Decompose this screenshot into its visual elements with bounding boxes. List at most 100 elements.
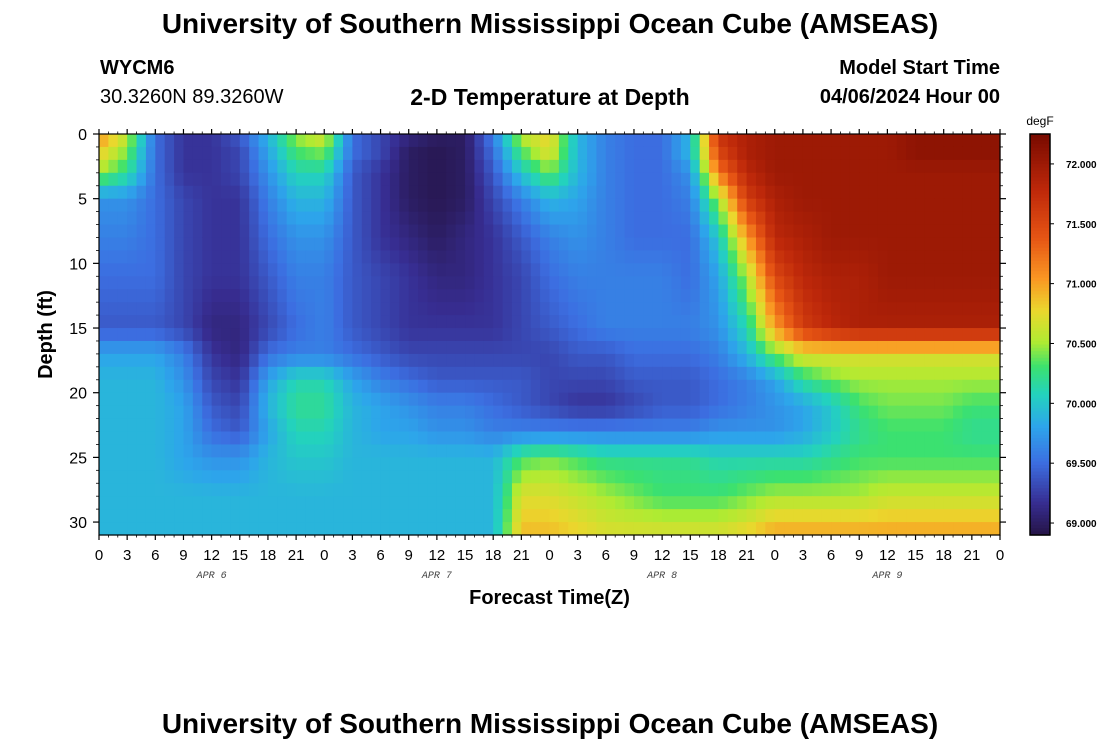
heatmap-cell [859,353,870,368]
heatmap-cell [605,496,616,510]
heatmap-cell [962,392,973,407]
heatmap-cell [596,185,607,200]
heatmap-cell [784,353,795,368]
heatmap-cell [530,198,541,213]
heatmap-cell [718,509,729,523]
heatmap-cell [408,366,419,381]
heatmap-cell [380,250,391,264]
heatmap-cell [718,224,729,239]
heatmap-cell [446,470,457,484]
heatmap-cell [389,159,400,174]
heatmap-cell [671,418,682,433]
heatmap-cell [455,444,466,458]
heatmap-cell [511,444,522,458]
heatmap-cell [643,483,654,497]
heatmap-cell [352,224,363,239]
heatmap-cell [784,159,795,174]
heatmap-cell [727,496,738,510]
heatmap-cell [202,431,213,446]
heatmap-cell [230,185,241,200]
heatmap-cell [577,457,588,471]
heatmap-cell [493,237,504,252]
heatmap-cell [915,263,926,277]
heatmap-cell [924,289,935,303]
heatmap-cell [746,289,757,303]
heatmap-cell [305,392,316,407]
heatmap-cell [605,172,616,187]
heatmap-cell [408,522,419,536]
heatmap-cell [577,302,588,316]
heatmap-cell [831,483,842,497]
heatmap-cell [174,250,185,264]
heatmap-cell [174,418,185,433]
heatmap-cell [831,418,842,433]
heatmap-cell [812,431,823,446]
heatmap-cell [136,405,147,420]
heatmap-cell [831,211,842,226]
heatmap-cell [145,340,156,355]
heatmap-cell [727,392,738,407]
heatmap-cell [521,340,532,355]
heatmap-cell [530,366,541,381]
heatmap-cell [258,522,269,536]
heatmap-cell [521,159,532,174]
heatmap-cell [502,418,513,433]
heatmap-cell [521,237,532,252]
heatmap-cell [887,198,898,213]
heatmap-cell [877,444,888,458]
heatmap-cell [962,340,973,355]
heatmap-cell [662,457,673,471]
heatmap-cell [934,289,945,303]
heatmap-cell [793,172,804,187]
heatmap-cell [596,211,607,226]
heatmap-cell [558,289,569,303]
heatmap-cell [568,496,579,510]
heatmap-cell [840,250,851,264]
heatmap-cell [408,444,419,458]
heatmap-cell [924,483,935,497]
heatmap-cell [990,470,1001,484]
heatmap-cell [812,302,823,316]
heatmap-cell [662,302,673,316]
heatmap-cell [709,418,720,433]
heatmap-cell [943,379,954,394]
heatmap-cell [746,315,757,329]
heatmap-cell [840,340,851,355]
heatmap-cell [296,483,307,497]
heatmap-cell [718,418,729,433]
heatmap-cell [371,418,382,433]
heatmap-cell [896,457,907,471]
heatmap-cell [887,457,898,471]
heatmap-cell [605,405,616,420]
heatmap-cell [690,444,701,458]
heatmap-cell [239,289,250,303]
heatmap-cell [849,353,860,368]
heatmap-cell [699,340,710,355]
heatmap-cell [774,509,785,523]
heatmap-cell [371,340,382,355]
heatmap-cell [784,146,795,161]
heatmap-cell [699,418,710,433]
colorbar-segment [1030,277,1050,282]
heatmap-cell [633,353,644,368]
heatmap-cell [633,211,644,226]
heatmap-cell [352,315,363,329]
heatmap-cell [971,496,982,510]
heatmap-cell [727,211,738,226]
heatmap-cell [399,392,410,407]
heatmap-cell [934,134,945,148]
heatmap-cell [192,483,203,497]
heatmap-cell [652,172,663,187]
heatmap-cell [680,276,691,290]
heatmap-cell [671,353,682,368]
heatmap-cell [755,392,766,407]
heatmap-cell [164,379,175,394]
heatmap-cell [971,509,982,523]
heatmap-cell [746,418,757,433]
heatmap-cell [587,340,598,355]
heatmap-cell [840,315,851,329]
heatmap-cell [906,353,917,368]
heatmap-cell [211,379,222,394]
heatmap-cell [981,496,992,510]
heatmap-cell [221,302,231,316]
